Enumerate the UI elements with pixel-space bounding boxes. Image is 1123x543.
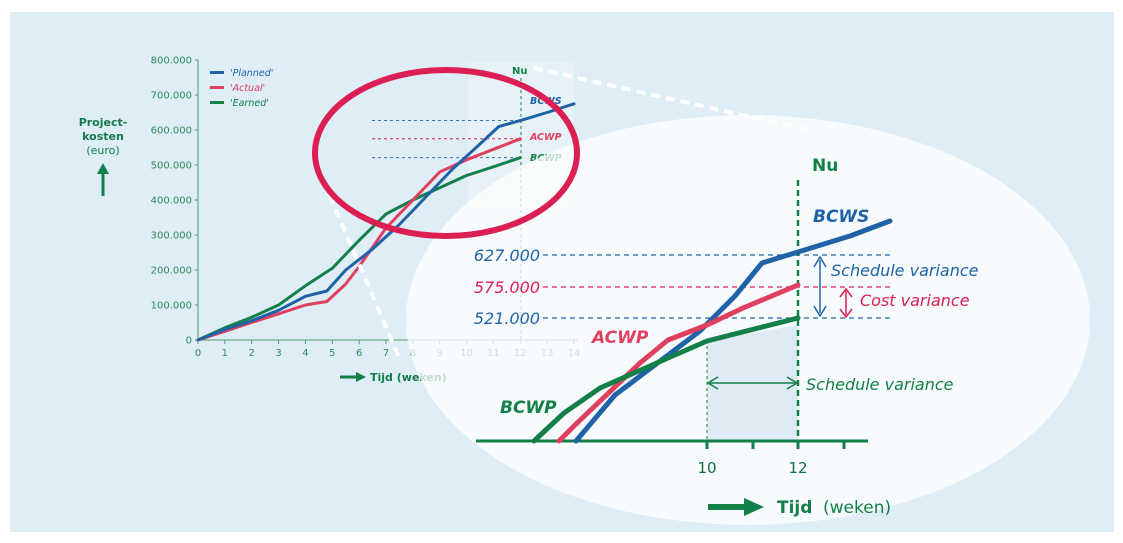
y-tick-label: 100.000: [151, 301, 192, 312]
zoom-tick-label-10: 10: [697, 459, 716, 477]
x-tick-label: 5: [329, 348, 335, 359]
level-label-575000: 575.000: [474, 278, 540, 297]
level-label-627000: 627.000: [474, 246, 540, 265]
zoom-series-bcwp: [531, 315, 801, 444]
zoom-x-axis-arrow-icon: [708, 498, 764, 516]
legend-earned: 'Earned': [230, 98, 269, 109]
y-tick-label: 800.000: [151, 56, 192, 67]
schedule-variance-top-arrow: [813, 255, 827, 318]
zoom-series-bcws: [573, 218, 893, 444]
y-tick-label: 700.000: [151, 91, 192, 102]
y-axis-arrow-icon: [97, 163, 109, 196]
x-tick-label: 0: [195, 348, 201, 359]
y-tick-label: 600.000: [151, 126, 192, 137]
series-line-earned: [196, 156, 522, 342]
schedule-variance-bottom-arrow: [706, 376, 799, 390]
series-line-planned: [196, 102, 576, 342]
x-tick-label: 1: [222, 348, 228, 359]
zoom-connectors: [316, 66, 809, 361]
x-axis-arrow-icon: [340, 372, 366, 382]
magnifier-ellipse: [312, 67, 580, 239]
label-acwp-small: ACWP: [529, 132, 562, 143]
y-tick-label: 400.000: [151, 196, 192, 207]
schedule-variance-bottom-label: Schedule variance: [806, 375, 954, 394]
x-tick-label: 4: [302, 348, 308, 359]
cost-variance-label: Cost variance: [860, 291, 970, 310]
x-tick-label: 7: [383, 348, 389, 359]
y-axis-label-line1: Project-: [79, 116, 128, 129]
legend-swatch-earned: [210, 101, 224, 104]
zoom-series-acwp: [556, 282, 801, 444]
legend-swatch-actual: [210, 86, 224, 89]
legend-actual: 'Actual': [230, 83, 265, 94]
y-axis-label-unit: (euro): [86, 144, 119, 157]
x-tick-label: 3: [275, 348, 281, 359]
schedule-variance-top-label: Schedule variance: [831, 261, 979, 280]
zoom-tick-label-12: 12: [788, 459, 807, 477]
y-tick-label: 0: [186, 336, 192, 347]
legend-swatch-planned: [210, 71, 224, 74]
zoom-x-label-bold: Tijd: [777, 498, 812, 518]
zoom-x-label-rest: (weken): [823, 498, 891, 518]
y-tick-label: 500.000: [151, 161, 192, 172]
x-tick-label: 2: [249, 348, 255, 359]
zoom-label-acwp: ACWP: [590, 328, 649, 348]
level-label-521000: 521.000: [474, 309, 540, 328]
y-axis-label-line2: kosten: [82, 130, 124, 143]
now-marker-label: Nu: [512, 66, 528, 77]
zoom-label-bcws: BCWS: [813, 207, 869, 227]
cost-variance-arrow: [839, 287, 853, 319]
zoom-now-label: Nu: [812, 156, 838, 176]
x-tick-label: 6: [356, 348, 362, 359]
legend-planned: 'Planned': [230, 68, 273, 79]
y-tick-label: 200.000: [151, 266, 192, 277]
legend: 'Planned' 'Actual' 'Earned': [210, 68, 273, 109]
y-tick-label: 300.000: [151, 231, 192, 242]
zoom-label-bcwp: BCWP: [500, 398, 557, 418]
